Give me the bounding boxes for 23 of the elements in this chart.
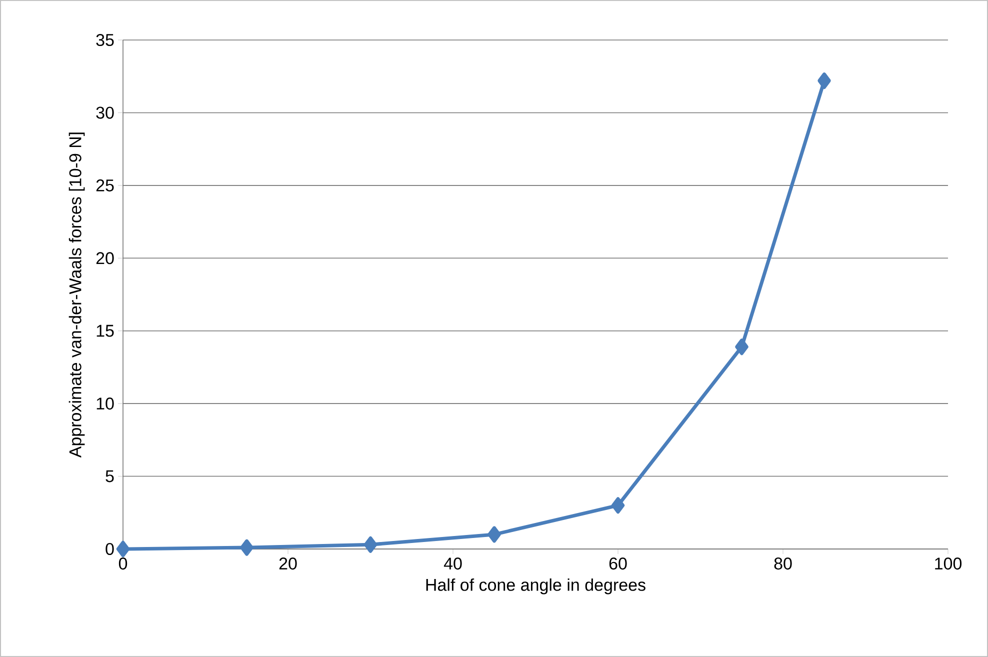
x-axis-title: Half of cone angle in degrees <box>426 578 646 594</box>
y-tick-label: 20 <box>96 252 114 264</box>
y-tick-label: 15 <box>96 324 114 337</box>
x-tick-label: 80 <box>774 558 792 570</box>
point <box>735 338 748 356</box>
x-tick-label: 20 <box>279 558 297 570</box>
y-tick-label: 10 <box>96 398 114 410</box>
y-tick-label: 5 <box>106 470 114 482</box>
point <box>364 536 378 553</box>
y-tick-label: 35 <box>96 34 114 46</box>
x-tick-label: 100 <box>935 558 962 570</box>
y-tick-label: 25 <box>96 179 114 192</box>
y-tick-label: 0 <box>106 542 114 556</box>
point <box>488 526 501 543</box>
point <box>818 72 831 89</box>
point <box>611 497 625 514</box>
x-tick-label: 40 <box>444 558 462 570</box>
y-tick-label: 30 <box>96 106 114 119</box>
x-tick-label: 0 <box>118 558 128 570</box>
point <box>116 540 130 558</box>
x-tick-label: 60 <box>609 558 627 570</box>
y-axis-title: Approximate van-der-Waals forces [10-9 N] <box>68 132 85 458</box>
point <box>240 539 254 556</box>
